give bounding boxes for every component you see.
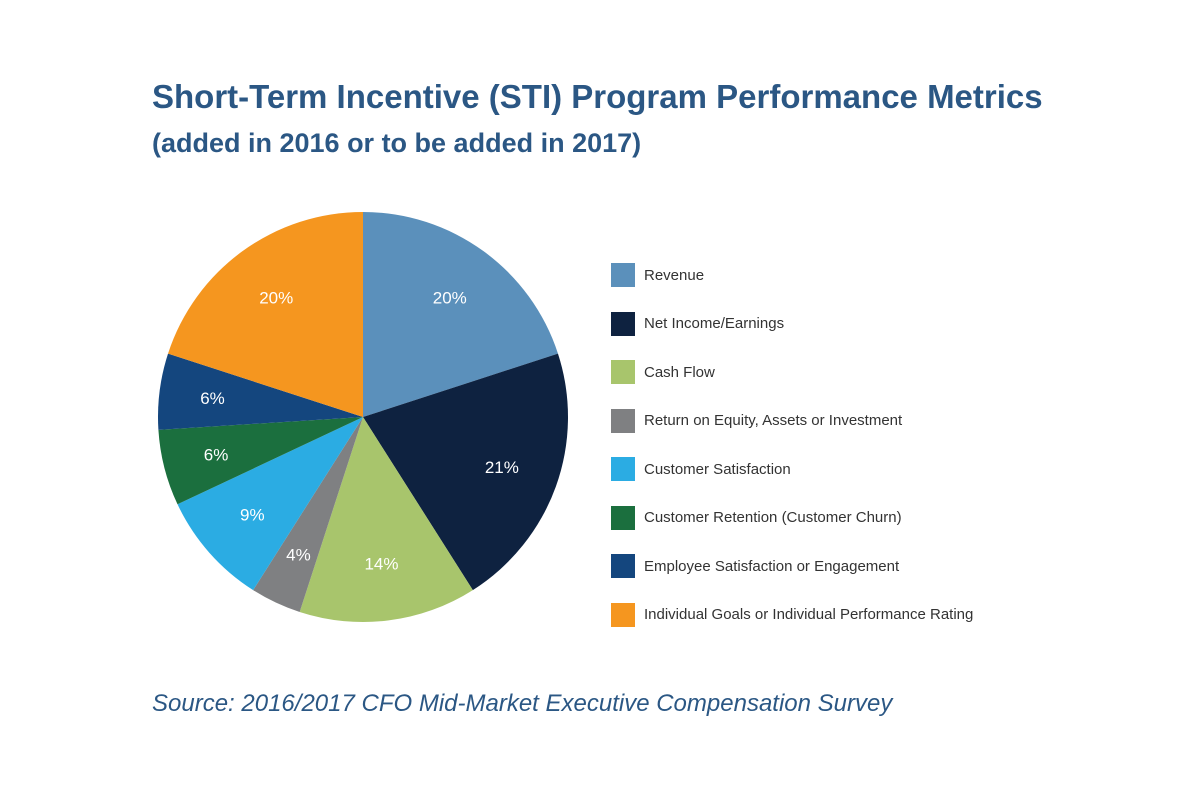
data-label: 4%: [286, 545, 311, 564]
pie-slice: [168, 212, 363, 417]
legend-swatch: [611, 360, 635, 385]
legend-swatch: [611, 263, 635, 288]
legend-item: Customer Retention (Customer Churn): [611, 494, 973, 543]
pie-slice: [363, 212, 558, 417]
data-label: 20%: [259, 289, 293, 308]
legend-swatch: [611, 554, 635, 579]
pie-slice: [253, 417, 363, 612]
data-label: 21%: [485, 458, 519, 477]
legend-item: Individual Goals or Individual Performan…: [611, 591, 973, 640]
legend-label: Cash Flow: [644, 363, 715, 381]
legend-item: Revenue: [611, 251, 973, 300]
pie-slice: [158, 417, 363, 505]
legend-swatch: [611, 505, 635, 530]
pie-slice: [299, 417, 473, 622]
legend-item: Customer Satisfaction: [611, 445, 973, 494]
legend-label: Employee Satisfaction or Engagement: [644, 557, 900, 575]
legend-item: Net Income/Earnings: [611, 300, 973, 349]
data-label: 6%: [204, 446, 229, 465]
legend-label: Customer Satisfaction: [644, 460, 791, 478]
data-label: 9%: [240, 506, 265, 525]
pie-slice: [363, 353, 568, 591]
data-label: 14%: [364, 554, 398, 573]
legend: Revenue Net Income/Earnings Cash Flow Retur…: [611, 251, 973, 639]
chart-title: Short-Term Incentive (STI) Program Perfo…: [152, 78, 1043, 115]
legend-label: Return on Equity, Assets or Investment: [644, 412, 903, 430]
pie-slice: [177, 417, 363, 591]
legend-item: Employee Satisfaction or Engagement: [611, 542, 973, 591]
legend-label: Revenue: [644, 266, 705, 284]
legend-swatch: [611, 311, 635, 336]
data-label: 20%: [433, 289, 467, 308]
legend-label: Customer Retention (Customer Churn): [644, 509, 902, 527]
legend-label: Individual Goals or Individual Performan…: [644, 606, 974, 624]
legend-swatch: [611, 457, 635, 482]
chart-subtitle: (added in 2016 or to be added in 2017): [152, 128, 642, 158]
pie-slice: [158, 353, 363, 430]
data-label: 6%: [200, 389, 225, 408]
legend-item: Cash Flow: [611, 348, 973, 397]
legend-swatch: [611, 408, 635, 433]
source-note: Source: 2016/2017 CFO Mid-Market Executi…: [152, 690, 893, 717]
legend-item: Return on Equity, Assets or Investment: [611, 397, 973, 446]
legend-swatch: [611, 602, 635, 627]
legend-label: Net Income/Earnings: [644, 315, 785, 333]
